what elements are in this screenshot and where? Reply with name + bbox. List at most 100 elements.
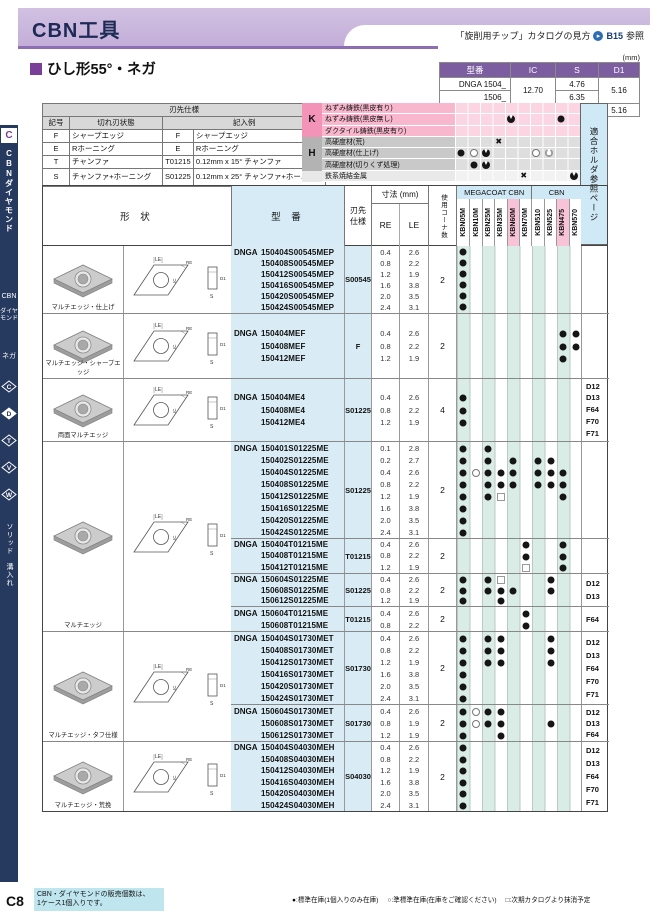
le-value: 3.8 <box>408 777 420 787</box>
model-row: 150408S01225ME <box>231 478 344 490</box>
sidebar-shape-tab-w[interactable]: W <box>0 488 18 501</box>
model-column: DNGA 150404S00545MEP 150408S00545MEP 150412… <box>231 246 344 313</box>
standard-stock-dot <box>509 587 517 594</box>
model-row: 150412MEF <box>231 352 344 365</box>
model-number: 150420S00545MEP <box>261 291 335 301</box>
model-row: DNGA 150404S01730MET <box>231 632 344 644</box>
model-number: 150408S01730MET <box>261 645 334 655</box>
sidebar-item-cbn[interactable]: CBN <box>1 293 17 300</box>
re-value: 0.8 <box>380 585 391 595</box>
model-number: 150408ME4 <box>261 405 306 415</box>
svg-text:D1: D1 <box>220 533 226 538</box>
re-value: 2.4 <box>380 693 391 703</box>
catalog-ref-link[interactable]: B15 <box>606 30 623 41</box>
le-value: 3.8 <box>408 280 420 290</box>
svg-text:D: D <box>7 411 12 418</box>
catalog-ref-suffix: 参照 <box>625 31 644 41</box>
sidebar-item-solid[interactable]: ソリッド <box>6 523 13 555</box>
dims-col-d1: D1 <box>598 62 640 78</box>
sidebar-shape-tab-t[interactable]: T <box>0 434 18 447</box>
standard-stock-dot <box>459 647 467 654</box>
sales-note: CBN・ダイヤモンドの販売個数は、 1ケース1個入りです。 <box>34 888 164 911</box>
availability-grid <box>456 632 581 704</box>
work-row: 鉄系焼結金属 ✖ <box>322 170 580 182</box>
sidebar-item-diamond[interactable]: ダイヤモンド <box>0 309 19 322</box>
model-row: 150612S01225ME <box>231 595 344 606</box>
standard-stock-dot <box>522 541 530 549</box>
page-number: C8 <box>6 893 24 909</box>
standard-stock-dot <box>547 720 555 727</box>
corner-count: 2 <box>428 539 456 573</box>
work-label: 高硬度材(切りくず処理) <box>322 159 455 171</box>
legend-discontinued: □:次期カタログより抹消予定 <box>505 897 591 904</box>
work-grid <box>455 125 580 137</box>
holder-page-code: D12 <box>586 637 600 647</box>
le-value: 2.6 <box>408 467 420 477</box>
standard-stock-dot <box>559 330 567 338</box>
dims-col-ic: IC <box>510 62 556 78</box>
le-value: 1.9 <box>408 562 420 572</box>
re-value: 2.0 <box>380 681 391 691</box>
standard-stock-dot <box>509 469 517 476</box>
sidebar-section-letter[interactable]: C <box>1 128 17 143</box>
holder-page-codes <box>581 314 609 378</box>
svg-text:S: S <box>210 294 214 300</box>
svg-text:RE: RE <box>186 260 192 265</box>
model-column: DNGA 150604S01730MET 150608S01730MET 150612… <box>231 705 344 741</box>
insert-illustration <box>43 379 123 441</box>
corner-count: 2 <box>428 705 456 741</box>
page-title: CBN工具 <box>32 20 121 42</box>
model-column: DNGA 150404T01215ME 150408T01215ME 150412T0… <box>231 539 344 573</box>
re-value: 2.4 <box>380 302 391 312</box>
model-number: 150612S01730MET <box>261 730 334 740</box>
recommended-pac <box>482 160 491 169</box>
sidebar-shape-tab-c[interactable]: C <box>0 380 18 393</box>
sidebar-item-groove[interactable]: 溝入れ <box>6 563 13 587</box>
standard-stock-dot <box>484 635 492 642</box>
availability-grid <box>456 246 581 313</box>
le-value: 3.1 <box>408 302 420 312</box>
le-value: 2.6 <box>408 608 420 618</box>
standard-stock-dot <box>559 564 567 572</box>
model-number: 150424S01225ME <box>261 527 329 537</box>
model-number: 150604S01225ME <box>261 574 329 584</box>
sidebar-shape-tab-v[interactable]: V <box>0 461 18 474</box>
model-number: 150416S01730MET <box>261 669 334 679</box>
holder-page-codes <box>581 539 609 573</box>
edge-spec-value: S01225 <box>344 442 371 538</box>
model-number: 150401S01225ME <box>261 443 329 453</box>
sidebar-item-nega[interactable]: ネガ <box>2 353 16 360</box>
insert-block: DNGA 150404S04030MEH 150408S04030MEH 150412… <box>231 741 609 811</box>
standard-stock-dot <box>459 248 467 256</box>
re-value: 0.8 <box>380 479 391 489</box>
le-value: 3.5 <box>408 681 420 691</box>
col-corners: 使用コーナ数 <box>428 186 456 246</box>
le-column: 2.6 2.2 1.9 3.8 3.5 3.1 <box>399 246 428 313</box>
standard-stock-dot <box>484 659 492 666</box>
standard-stock-dot <box>559 553 567 560</box>
shape-group-label: マルチエッジ <box>64 622 102 629</box>
shape-group: LE RE IC S D1 マルチエッジ・荒挽 <box>43 741 231 811</box>
work-row: ねずみ鋳鉄(黒皮有り) <box>322 103 580 115</box>
le-value: 2.2 <box>408 405 420 415</box>
svg-text:S: S <box>210 791 214 797</box>
le-value: 1.9 <box>408 657 420 667</box>
edge-spec-value: F <box>344 314 371 378</box>
standard-stock-dot <box>547 659 555 666</box>
holder-page-code: D12 <box>586 579 600 588</box>
work-label: 高硬度材(仕上げ) <box>322 148 455 160</box>
standard-stock-dot <box>522 553 530 560</box>
re-column: 0.4 0.8 1.2 1.6 2.0 2.4 <box>371 246 399 313</box>
standard-stock-dot <box>459 457 467 464</box>
insert-illustration <box>43 442 123 631</box>
insert-illustration <box>43 314 123 378</box>
model-row: 150608S01225ME <box>231 585 344 596</box>
svg-text:LE: LE <box>155 323 162 329</box>
standard-stock-dot <box>459 671 467 678</box>
dims-col-s: S <box>555 62 599 78</box>
model-column: DNGA 150404S04030MEH 150408S04030MEH 150412… <box>231 742 344 811</box>
le-value: 1.9 <box>408 491 420 501</box>
holder-page-code: F64 <box>586 663 599 673</box>
section-title: ひし形55°・ネガ <box>30 58 156 79</box>
sidebar-shape-tab-d[interactable]: D <box>0 407 18 420</box>
